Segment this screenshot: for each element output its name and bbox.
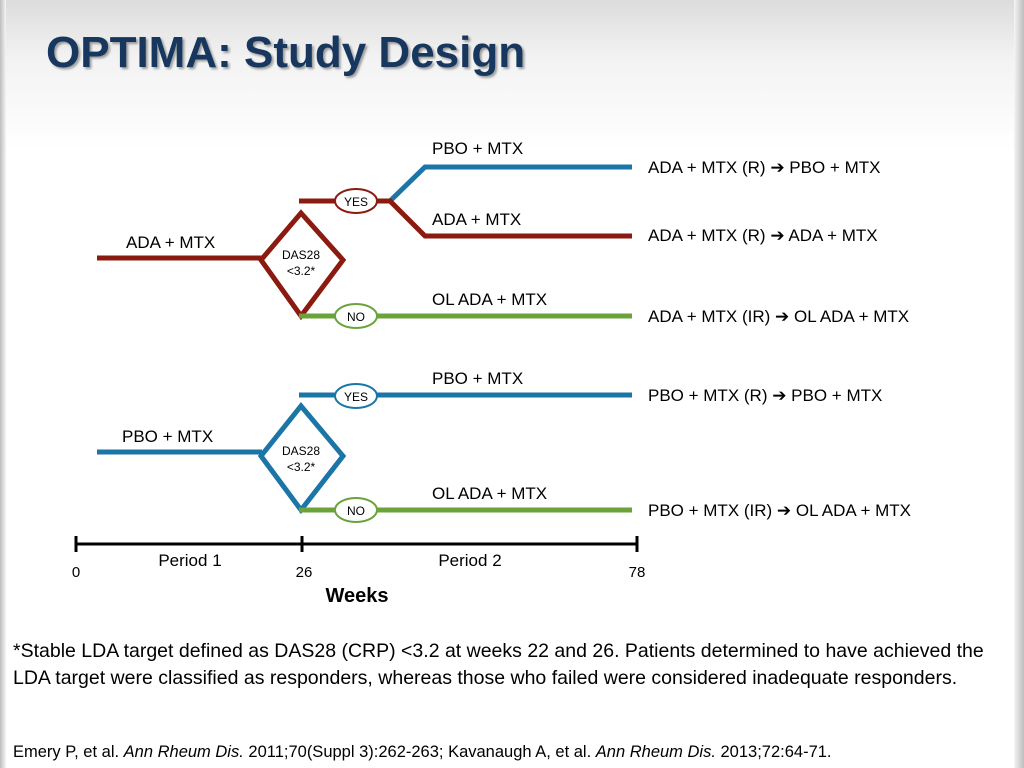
- arm1-start-label: ADA + MTX: [126, 233, 215, 252]
- arm2-decision-line1: DAS28: [282, 444, 320, 458]
- footnote: *Stable LDA target defined as DAS28 (CRP…: [13, 640, 984, 689]
- timeline-unit-label: Weeks: [325, 585, 388, 607]
- arm2-branch-pbo-label: PBO + MTX: [432, 369, 523, 388]
- arm1-no-label: NO: [347, 310, 365, 324]
- arm1-yes-bubble: [334, 188, 378, 214]
- slide-title: OPTIMA: Study Design: [46, 28, 526, 77]
- citation-part3: 2013;72:64-71.: [715, 743, 832, 761]
- arm2-yes-label: YES: [344, 390, 368, 404]
- slide-left-edge: [0, 0, 6, 768]
- arm2-no-label: NO: [347, 504, 365, 518]
- citation-journal1: Ann Rheum Dis.: [123, 743, 244, 761]
- timeline-period1-label: Period 1: [158, 551, 221, 570]
- study-design-diagram: ADA + MTX DAS28 <3.2* YES NO PBO + MTX A…: [72, 139, 911, 607]
- arm1-flow: [97, 164, 632, 329]
- arm2-outcome-pbo: PBO + MTX (R) ➔ PBO + MTX: [648, 386, 882, 405]
- arm1-branch-ol-label: OL ADA + MTX: [432, 290, 547, 309]
- citation-journal2: Ann Rheum Dis.: [595, 743, 716, 761]
- citation-part1: Emery P, et al.: [13, 743, 124, 761]
- arm2-flow: [97, 383, 632, 523]
- arm1-yes-label: YES: [344, 195, 368, 209]
- arm1-decision-line1: DAS28: [282, 248, 320, 262]
- arm2-branch-ol-label: OL ADA + MTX: [432, 484, 547, 503]
- arm2-decision-diamond: [257, 402, 347, 515]
- arm1-branch-ada-label: ADA + MTX: [432, 210, 521, 229]
- arm2-outcome-ol: PBO + MTX (IR) ➔ OL ADA + MTX: [648, 501, 911, 520]
- arm2-start-label: PBO + MTX: [122, 427, 213, 446]
- arm2-yes-bubble: [334, 383, 378, 409]
- timeline-tick-label-0: 0: [72, 564, 80, 581]
- timeline-tick-label-78: 78: [629, 564, 646, 581]
- arm1-decision-line2: <3.2*: [287, 264, 316, 278]
- arm1-outcome-pbo: ADA + MTX (R) ➔ PBO + MTX: [648, 158, 880, 177]
- timeline-period2-label: Period 2: [438, 551, 501, 570]
- arm1-branch-pbo-label: PBO + MTX: [432, 139, 523, 158]
- arm2-no-bubble: [334, 497, 378, 523]
- timeline-tick-label-26: 26: [296, 564, 313, 581]
- timeline: [74, 536, 639, 552]
- arm2-decision-line2: <3.2*: [287, 460, 316, 474]
- arm1-outcome-ol: ADA + MTX (IR) ➔ OL ADA + MTX: [648, 307, 909, 326]
- arm1-outcome-ada: ADA + MTX (R) ➔ ADA + MTX: [648, 226, 878, 245]
- citation: Emery P, et al. Ann Rheum Dis. 2011;70(S…: [13, 743, 1018, 762]
- arm1-no-bubble: [334, 303, 378, 329]
- citation-part2: 2011;70(Suppl 3):262-263; Kavanaugh A, e…: [243, 743, 596, 761]
- slide-right-edge: [1014, 0, 1024, 768]
